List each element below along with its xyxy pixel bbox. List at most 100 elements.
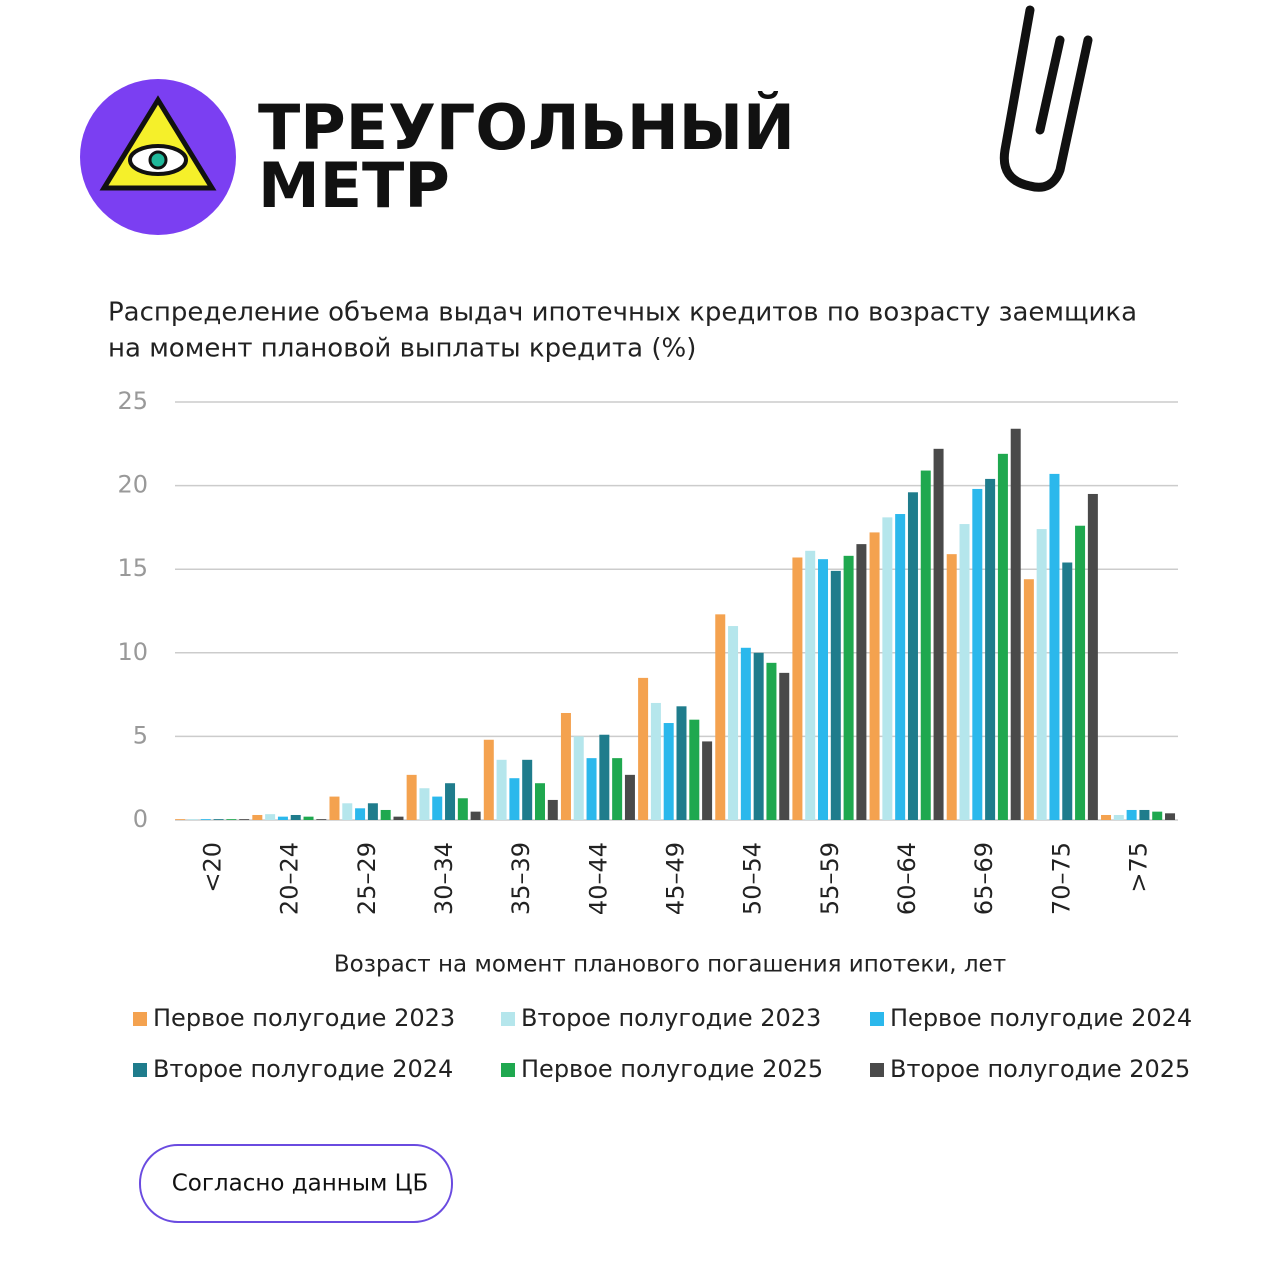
- bar: [303, 816, 314, 820]
- legend-swatch: [501, 1012, 515, 1026]
- x-tick-label: 30–34: [430, 842, 458, 915]
- plot: 0 5 10 15 20 25 <20 20–24 25–29 30–34 35–39 40–44 45…: [117, 387, 1178, 915]
- bar: [728, 626, 739, 820]
- y-tick-label: 0: [133, 805, 148, 833]
- bar: [522, 759, 533, 820]
- bar: [1139, 809, 1150, 820]
- bar: [355, 808, 366, 820]
- bar: [638, 677, 649, 820]
- paperclip: [999, 5, 1093, 192]
- bar: [432, 796, 443, 820]
- y-tick-label: 20: [117, 471, 148, 499]
- bar: [367, 803, 378, 820]
- bar: [895, 514, 906, 820]
- x-axis-label: Возраст на момент планового погашения ип…: [334, 952, 1006, 978]
- bar: [329, 796, 340, 820]
- bar: [175, 819, 186, 820]
- y-tick-label: 10: [117, 638, 148, 666]
- bar: [290, 814, 301, 820]
- bar: [226, 819, 237, 820]
- bar: [380, 809, 391, 820]
- legend-label: Второе полугодие 2025: [890, 1055, 1190, 1083]
- bar: [715, 614, 726, 820]
- brand-line1: ТРЕУГОЛЬНЫЙ: [258, 91, 795, 164]
- bar: [946, 554, 957, 820]
- bar: [1075, 525, 1086, 820]
- bar: [187, 819, 198, 820]
- source-button-label[interactable]: Согласно данным ЦБ: [172, 1171, 429, 1197]
- bar: [509, 778, 520, 820]
- bar: [1023, 579, 1034, 820]
- bar: [1113, 814, 1124, 820]
- bar: [316, 819, 327, 820]
- chart-title: Распределение объема выдач ипотечных кре…: [108, 298, 1137, 328]
- bar: [419, 788, 430, 820]
- bar: [342, 803, 353, 820]
- bar: [676, 706, 687, 820]
- legend-label: Второе полугодие 2023: [521, 1004, 821, 1032]
- bar: [277, 816, 288, 820]
- legend-label: Первое полугодие 2024: [890, 1004, 1192, 1032]
- bar: [869, 532, 880, 820]
- bar: [252, 814, 263, 820]
- bar: [457, 798, 468, 820]
- logo-pupil: [148, 150, 168, 170]
- bar: [393, 816, 404, 820]
- legend-swatch: [133, 1012, 147, 1026]
- y-tick-label: 15: [117, 554, 148, 582]
- bar: [599, 734, 610, 820]
- x-tick-label: 20–24: [276, 842, 304, 915]
- bar: [1049, 473, 1060, 820]
- bar: [1165, 813, 1176, 820]
- bar: [792, 557, 803, 820]
- source-button[interactable]: [139, 1144, 453, 1223]
- x-tick-label: 50–54: [739, 842, 767, 915]
- chart-title: на момент плановой выплаты кредита (%): [108, 334, 696, 364]
- x-tick-label: 35–39: [507, 842, 535, 915]
- x-tick-label: >75: [1124, 842, 1152, 893]
- bar: [920, 470, 931, 820]
- logo: [80, 79, 236, 235]
- bar: [496, 759, 507, 820]
- bar: [586, 758, 597, 820]
- legend-swatch: [870, 1063, 884, 1077]
- bar: [663, 723, 674, 820]
- x-tick-label: 45–49: [662, 842, 690, 915]
- bar: [265, 814, 276, 820]
- legend-swatch: [501, 1063, 515, 1077]
- bar: [483, 739, 494, 820]
- x-tick-label: 65–69: [970, 842, 998, 915]
- bar: [239, 819, 250, 820]
- bar: [907, 492, 918, 820]
- y-tick-label: 5: [133, 721, 148, 749]
- bar: [1101, 814, 1112, 820]
- bar: [1036, 529, 1047, 820]
- legend-label: Первое полугодие 2025: [521, 1055, 823, 1083]
- bar: [805, 550, 816, 820]
- bar: [445, 783, 456, 820]
- bar: [200, 819, 211, 820]
- y-tick-label: 25: [117, 387, 148, 415]
- bar: [689, 719, 700, 820]
- bar: [470, 811, 481, 820]
- bar: [612, 758, 623, 820]
- bar: [882, 517, 893, 820]
- bar: [843, 555, 854, 820]
- bar: [753, 652, 764, 820]
- legend: Первое полугодие 2023 Второе полугодие 20…: [133, 1004, 1192, 1083]
- bar: [534, 783, 545, 820]
- brand-line2: МЕТР: [258, 149, 450, 222]
- x-tick-label: 60–64: [893, 842, 921, 915]
- legend-label: Первое полугодие 2023: [153, 1004, 455, 1032]
- bar: [624, 774, 635, 820]
- x-tick-label: <20: [199, 842, 227, 893]
- bar: [702, 741, 713, 820]
- bar: [856, 544, 867, 820]
- bar: [818, 559, 829, 820]
- bar: [573, 736, 584, 820]
- bar: [1010, 428, 1021, 820]
- bar: [1062, 562, 1073, 820]
- bar: [830, 570, 841, 820]
- x-tick-label: 25–29: [353, 842, 381, 915]
